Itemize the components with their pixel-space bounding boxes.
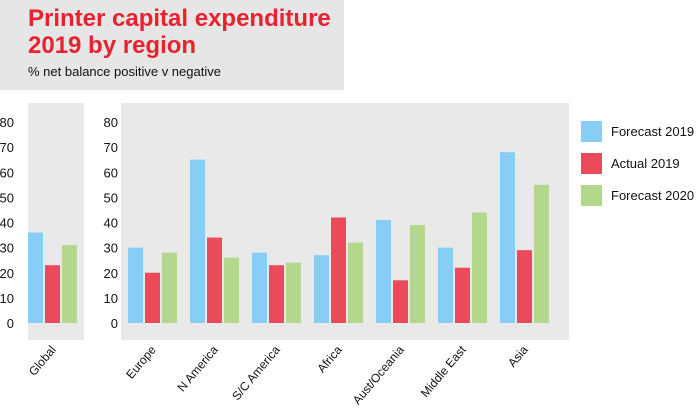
bar-aust-oceania-actual-2019 [393,280,408,323]
regions-panel-y-tick-label: 0 [111,316,118,331]
bar-europe-forecast-2020 [162,252,177,323]
regions-panel-y-tick-label: 30 [104,241,118,256]
chart-title: Printer capital expenditure 2019 by regi… [28,5,331,59]
regions-panel-y-tick-label: 70 [104,140,118,155]
legend-label-forecast-2020: Forecast 2020 [611,188,694,203]
global-panel-y-tick-label: 10 [0,291,14,306]
regions-panel-y-tick-label: 80 [104,115,118,130]
global-panel-y-tick-label: 50 [0,190,14,205]
bar-middle-east-actual-2019 [455,267,470,323]
chart-title-line-2: 2019 by region [28,32,197,59]
global-panel-y-tick-label: 30 [0,241,14,256]
category-label-global: Global [26,343,59,379]
bar-s-c-america-forecast-2019 [252,252,267,323]
bar-asia-actual-2019 [517,250,532,323]
regions-panel-y-tick-label: 10 [104,291,118,306]
bar-asia-forecast-2020 [534,184,549,323]
category-label-asia: Asia [505,343,531,370]
regions-panel-y-tick-label: 50 [104,190,118,205]
global-panel-y-tick-label: 40 [0,216,14,231]
bar-s-c-america-forecast-2020 [286,262,301,323]
legend-label-actual-2019: Actual 2019 [611,156,680,171]
bar-s-c-america-actual-2019 [269,265,284,323]
bar-n-america-forecast-2020 [224,257,239,323]
global-panel-y-tick-label: 0 [7,316,14,331]
regions-panel-y-tick-label: 20 [104,266,118,281]
legend-swatch-forecast-2019 [581,121,602,142]
category-label-s-c-america: S/C America [229,343,283,403]
bar-middle-east-forecast-2020 [472,212,487,323]
bar-global-actual-2019 [45,265,60,323]
category-label-aust-oceania: Aust/Oceania [350,343,407,407]
bar-aust-oceania-forecast-2020 [410,225,425,323]
title-box: Printer capital expenditure 2019 by regi… [0,0,344,90]
bar-europe-forecast-2019 [128,247,143,323]
bar-middle-east-forecast-2019 [438,247,453,323]
bar-global-forecast-2020 [62,245,77,323]
legend-swatch-actual-2019 [581,153,602,174]
bar-n-america-actual-2019 [207,237,222,323]
bar-aust-oceania-forecast-2019 [376,219,391,323]
chart-title-line-1: Printer capital expenditure [28,5,331,32]
global-panel-y-tick-label: 80 [0,115,14,130]
global-panel-y-tick-label: 60 [0,165,14,180]
category-label-middle-east: Middle East [418,342,469,400]
legend-swatch-forecast-2020 [581,185,602,206]
bar-africa-actual-2019 [331,217,346,323]
bar-asia-forecast-2019 [500,152,515,323]
bar-global-forecast-2019 [28,232,43,323]
category-label-africa: Africa [314,343,345,376]
bar-africa-forecast-2020 [348,242,363,323]
regions-panel-y-tick-label: 60 [104,165,118,180]
chart-subtitle: % net balance positive v negative [28,64,221,79]
bar-europe-actual-2019 [145,272,160,323]
global-panel-y-tick-label: 70 [0,140,14,155]
category-label-europe: Europe [123,343,159,382]
legend-label-forecast-2019: Forecast 2019 [611,124,694,139]
bar-africa-forecast-2019 [314,255,329,323]
regions-panel-y-tick-label: 40 [104,216,118,231]
global-panel-y-tick-label: 20 [0,266,14,281]
bar-n-america-forecast-2019 [190,159,205,323]
category-label-n-america: N America [174,343,221,395]
